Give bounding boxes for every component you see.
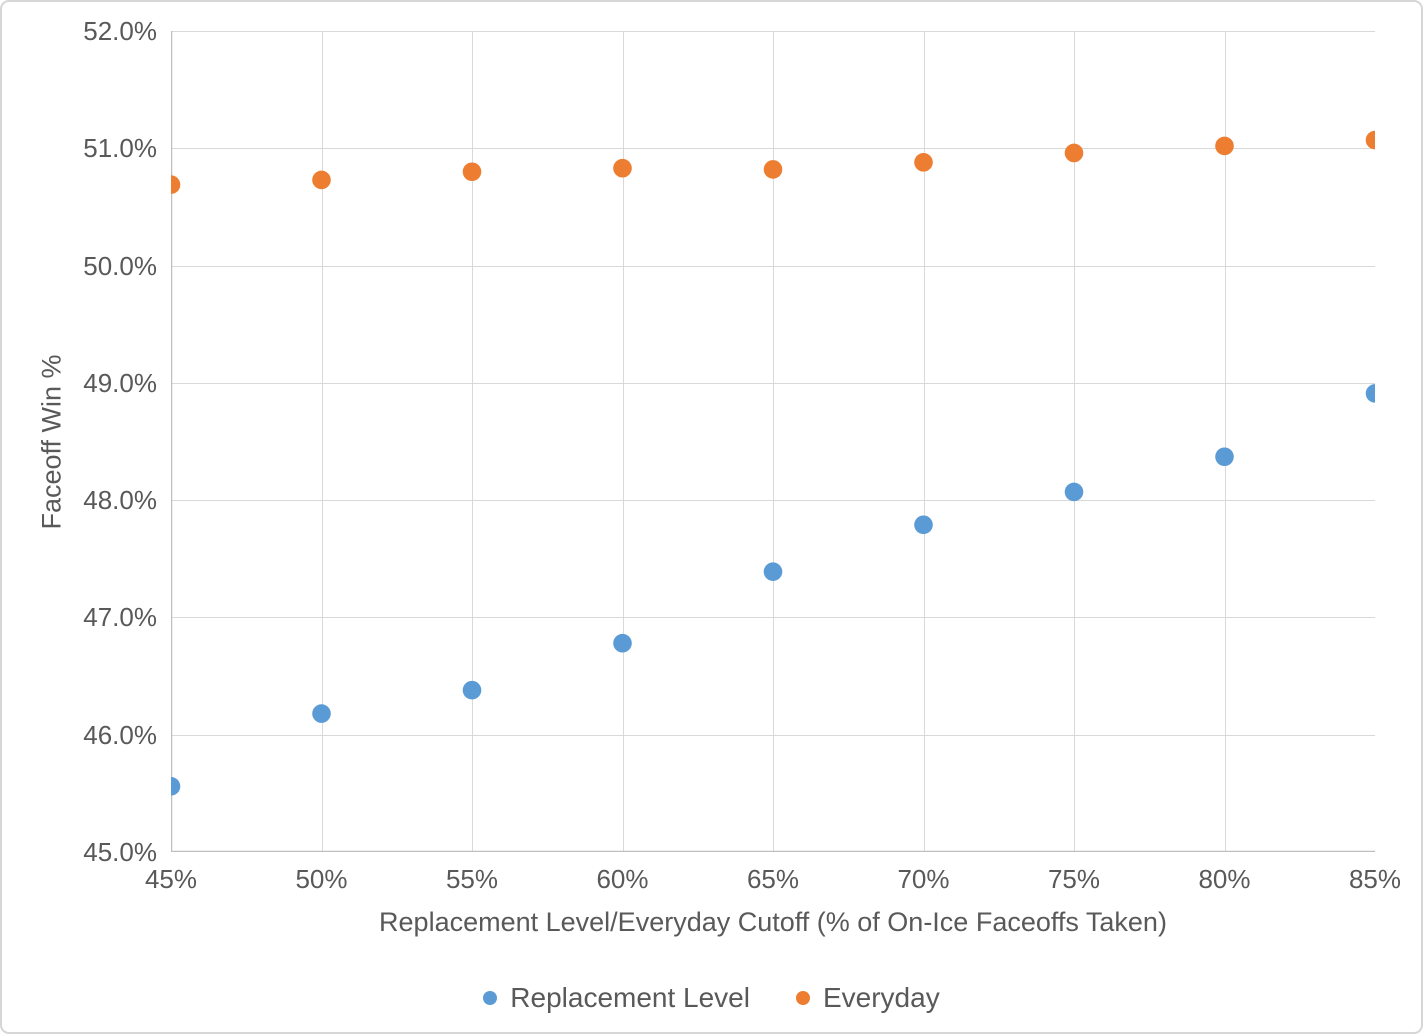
y-tick-label: 50.0% xyxy=(83,250,157,281)
x-axis-title: Replacement Level/Everyday Cutoff (% of … xyxy=(379,907,1167,937)
data-point-replacement-level-45% xyxy=(171,777,181,796)
plot-area xyxy=(171,31,1375,852)
data-point-everyday-70% xyxy=(914,153,933,172)
x-tick-label: 55% xyxy=(445,864,499,894)
legend-item-everyday: Everyday xyxy=(795,982,940,1014)
data-point-everyday-55% xyxy=(462,162,482,182)
data-point-replacement-level-60% xyxy=(613,633,632,653)
x-tick-label: 50% xyxy=(295,864,348,894)
data-point-everyday-80% xyxy=(1215,136,1234,156)
x-tick-label: 65% xyxy=(746,864,800,894)
data-point-everyday-60% xyxy=(613,158,632,178)
y-axis-tick-labels: 45.0% 46.0% 47.0% 48.0% 49.0% 50.0% 51.0% 52.0% xyxy=(2,2,157,1032)
data-point-replacement-level-50% xyxy=(312,704,331,723)
legend-label: Replacement Level xyxy=(510,982,750,1013)
x-tick-label: 45% xyxy=(144,864,198,894)
y-tick-label: 46.0% xyxy=(83,719,157,750)
data-point-everyday-50% xyxy=(312,170,331,190)
x-tick-label: 80% xyxy=(1198,864,1251,894)
data-point-everyday-65% xyxy=(763,160,783,179)
data-point-replacement-level-55% xyxy=(462,680,482,700)
x-tick-label: 60% xyxy=(596,864,649,894)
x-tick-label: 70% xyxy=(897,864,950,894)
data-point-everyday-85% xyxy=(1365,130,1375,150)
y-tick-label: 52.0% xyxy=(83,16,157,46)
legend: Replacement Level Everyday xyxy=(2,982,1421,1014)
data-point-replacement-level-75% xyxy=(1064,482,1084,502)
data-point-everyday-75% xyxy=(1064,143,1084,163)
data-point-replacement-level-70% xyxy=(914,515,933,535)
y-tick-label: 45.0% xyxy=(83,837,157,867)
legend-marker-icon xyxy=(483,991,498,1005)
data-point-replacement-level-65% xyxy=(763,562,783,581)
y-tick-label: 48.0% xyxy=(83,485,157,516)
legend-marker-icon xyxy=(795,991,810,1005)
x-tick-label: 85% xyxy=(1348,864,1402,894)
data-point-replacement-level-85% xyxy=(1365,384,1375,403)
y-tick-label: 49.0% xyxy=(83,367,157,398)
legend-item-replacement-level: Replacement Level xyxy=(483,982,750,1014)
y-tick-label: 51.0% xyxy=(83,133,157,164)
data-point-replacement-level-80% xyxy=(1215,447,1234,467)
x-tick-label: 75% xyxy=(1047,864,1101,894)
data-point-everyday-45% xyxy=(171,175,181,194)
plot-canvas xyxy=(171,31,1375,852)
y-tick-label: 47.0% xyxy=(83,602,157,633)
legend-label: Everyday xyxy=(822,982,940,1013)
